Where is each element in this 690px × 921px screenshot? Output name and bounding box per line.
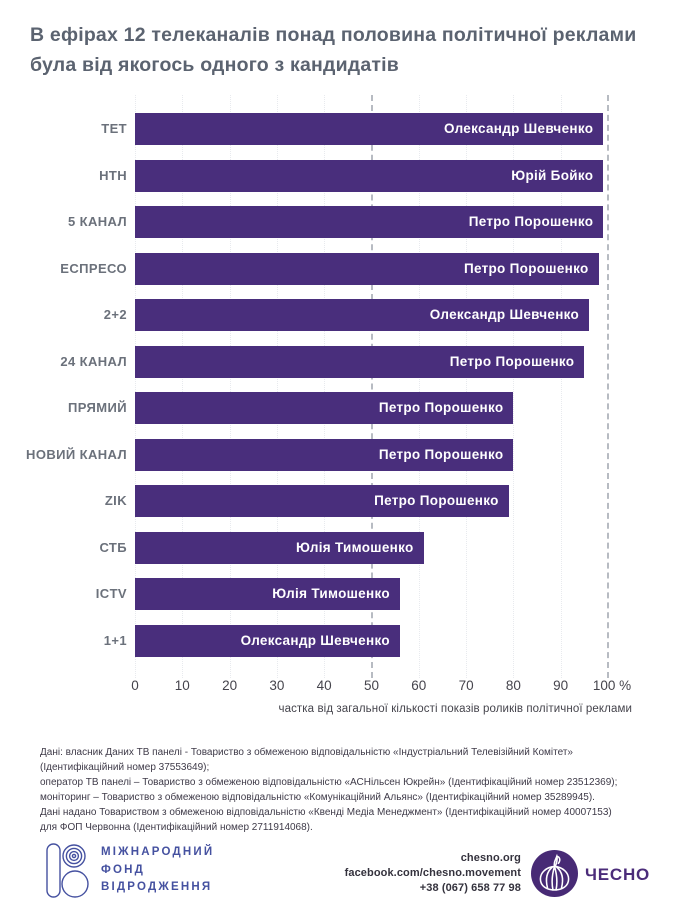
channel-label: 24 КАНАЛ [60, 353, 127, 369]
bar: Петро Порошенко [135, 345, 585, 378]
x-tick-label: 90 [553, 678, 569, 693]
channel-label: СТБ [99, 539, 127, 555]
irf-rings-icon [46, 843, 89, 898]
bar: Юлія Тимошенко [135, 578, 400, 611]
footnote-line: для ФОП Червонна (Ідентифікаційний номер… [40, 822, 313, 833]
gridline-60 [418, 95, 420, 678]
channel-label: 1+1 [103, 633, 127, 649]
x-tick-label: 50 [363, 678, 380, 693]
x-tick-label: 40 [316, 678, 332, 693]
x-tick-label: 70 [458, 678, 474, 693]
gridline-10 [182, 95, 184, 678]
chart-row: ЕСПРЕСО Петро Порошенко [0, 252, 690, 300]
bar-chart: ТЕТ Олександр Шевченко НТН Юрій Бойко 5 КАНА… [0, 95, 690, 678]
x-tick-label: 10 [174, 678, 190, 693]
gridline-20 [229, 95, 231, 678]
irf-name: МІЖНАРОДНИЙ ФОНД ВІДРОДЖЕННЯ [101, 844, 214, 897]
x-axis: 0 10 20 30 40 50 60 70 80 90 100 % [0, 678, 690, 698]
candidate-label: Олександр Шевченко [443, 121, 594, 136]
chesno-wordmark: ЧЕСНО [585, 865, 651, 884]
channel-label: НТН [99, 167, 127, 183]
chart-row: 24 КАНАЛ Петро Порошенко [0, 345, 690, 393]
chart-row: 5 КАНАЛ Петро Порошенко [0, 206, 690, 253]
x-tick-label: 100 % [592, 678, 632, 693]
chart-row: 1+1 Олександр Шевченко [0, 625, 690, 672]
chart-row: СТБ Юлія Тимошенко [0, 531, 690, 579]
chart-row: ICTV Юлія Тимошенко [0, 578, 690, 625]
channel-label: ZIK [104, 493, 127, 509]
phone-number: +38 (067) 658 77 98 [419, 882, 521, 894]
chart-row: НОВИЙ КАНАЛ Петро Порошенко [0, 438, 690, 486]
gridline-40 [324, 95, 326, 678]
chart-row: ZIK Петро Порошенко [0, 485, 690, 532]
chart-row: НТН Юрій Бойко [0, 159, 690, 207]
gridline-90 [560, 95, 562, 678]
irf-name-line3: ВІДРОДЖЕННЯ [101, 881, 213, 893]
dashed-reference-line-100 [607, 95, 609, 678]
bar: Петро Порошенко [135, 392, 514, 425]
bar: Олександр Шевченко [135, 625, 400, 658]
x-tick-label: 30 [269, 678, 285, 693]
x-tick-label: 80 [505, 678, 521, 693]
channel-label: ТЕТ [101, 121, 127, 136]
candidate-label: Юлія Тимошенко [272, 586, 390, 602]
bar: Юлія Тимошенко [135, 531, 424, 564]
channel-label: ЕСПРЕСО [60, 260, 127, 276]
page-title: В ефірах 12 телеканалів понад половина п… [30, 24, 637, 76]
gridline-0 [135, 95, 136, 678]
chart-rows: ТЕТ Олександр Шевченко НТН Юрій Бойко 5 КАНА… [0, 113, 690, 672]
channel-label: ПРЯМИЙ [68, 400, 127, 416]
candidate-label: Юлія Тимошенко [295, 539, 414, 555]
candidate-label: Петро Порошенко [449, 353, 575, 369]
candidate-label: Петро Порошенко [468, 214, 594, 230]
website-link: chesno.org [460, 852, 521, 864]
footnote-line: Дані надано Товариством з обмеженою відп… [40, 807, 612, 818]
bar: Петро Порошенко [135, 206, 604, 239]
gridline-80 [513, 95, 515, 678]
chart-row: 2+2 Олександр Шевченко [0, 299, 690, 346]
bar: Петро Порошенко [135, 438, 514, 471]
channel-label: 2+2 [103, 307, 127, 323]
bar: Олександр Шевченко [135, 299, 590, 332]
bar: Олександр Шевченко [135, 113, 604, 145]
chart-row: ПРЯМИЙ Петро Порошенко [0, 392, 690, 439]
footnote-line: Дані: власник Даних ТВ панелі - Товарист… [40, 747, 573, 758]
candidate-label: Петро Порошенко [378, 400, 504, 416]
bar: Петро Порошенко [135, 252, 599, 285]
bar: Петро Порошенко [135, 485, 509, 518]
candidate-label: Юрій Бойко [511, 167, 594, 183]
candidate-label: Олександр Шевченко [429, 307, 580, 323]
gridline-70 [466, 95, 468, 678]
footnote-line: (Ідентифікаційний номер 37553649); [40, 762, 210, 773]
dashed-reference-line-50 [370, 95, 373, 678]
bar: Юрій Бойко [135, 159, 604, 192]
channel-label: ICTV [95, 586, 127, 602]
irf-name-line1: МІЖНАРОДНИЙ [101, 846, 215, 858]
gridline-30 [276, 95, 278, 678]
candidate-label: Петро Порошенко [374, 493, 499, 509]
candidate-label: Петро Порошенко [463, 260, 589, 276]
x-tick-label: 20 [222, 678, 238, 693]
chart-row: ТЕТ Олександр Шевченко [0, 113, 690, 160]
contact-info: chesno.org facebook.com/chesno.movement … [345, 851, 521, 896]
channel-label: 5 КАНАЛ [67, 214, 127, 230]
x-tick-label: 0 [131, 678, 139, 693]
candidate-label: Петро Порошенко [378, 446, 504, 462]
irf-name-line2: ФОНД [101, 863, 146, 876]
x-tick-label: 60 [411, 678, 427, 693]
footer: МІЖНАРОДНИЙ ФОНД ВІДРОДЖЕННЯ chesno.org … [0, 840, 690, 915]
x-axis-caption: частка від загальної кількості показів р… [278, 703, 632, 715]
facebook-link: facebook.com/chesno.movement [344, 867, 521, 879]
data-source-footnote: Дані: власник Даних ТВ панелі - Товарист… [40, 745, 660, 835]
channel-label: НОВИЙ КАНАЛ [26, 446, 127, 462]
candidate-label: Олександр Шевченко [240, 633, 390, 649]
footnote-line: оператор ТВ панелі – Товариство з обмеже… [40, 777, 618, 788]
garlic-icon [531, 850, 578, 897]
footnote-line: моніторинг – Товариство з обмеженою відп… [40, 792, 595, 803]
